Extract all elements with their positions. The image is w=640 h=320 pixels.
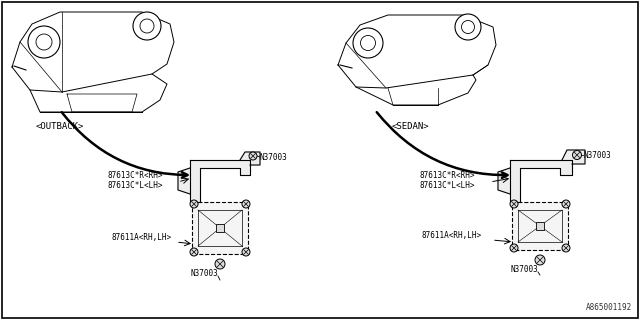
Bar	[536, 222, 544, 230]
Circle shape	[190, 200, 198, 208]
Text: 87613C*R<RH>: 87613C*R<RH>	[108, 171, 163, 180]
Circle shape	[353, 28, 383, 58]
Text: A865001192: A865001192	[586, 303, 632, 312]
Circle shape	[562, 244, 570, 252]
Circle shape	[133, 12, 161, 40]
Text: <OUTBACK>: <OUTBACK>	[36, 122, 84, 131]
Circle shape	[190, 248, 198, 256]
Circle shape	[242, 248, 250, 256]
Circle shape	[249, 152, 257, 160]
Text: 87613C*L<LH>: 87613C*L<LH>	[420, 181, 476, 190]
Circle shape	[573, 150, 582, 159]
Circle shape	[562, 200, 570, 208]
Circle shape	[215, 259, 225, 269]
Circle shape	[510, 244, 518, 252]
Polygon shape	[562, 150, 585, 164]
Circle shape	[535, 255, 545, 265]
Polygon shape	[510, 160, 572, 202]
Text: 87613C*L<LH>: 87613C*L<LH>	[108, 181, 163, 190]
Polygon shape	[178, 168, 190, 194]
Polygon shape	[498, 168, 510, 194]
Circle shape	[455, 14, 481, 40]
Bar	[192, 202, 248, 254]
Circle shape	[510, 200, 518, 208]
Text: N37003: N37003	[260, 153, 288, 162]
Text: N37003: N37003	[583, 150, 611, 159]
Text: 87611A<RH,LH>: 87611A<RH,LH>	[112, 233, 172, 242]
Text: 87613C*R<RH>: 87613C*R<RH>	[420, 171, 476, 180]
Bar	[216, 224, 224, 232]
Text: <SEDAN>: <SEDAN>	[391, 122, 429, 131]
Text: 87611A<RH,LH>: 87611A<RH,LH>	[422, 231, 482, 240]
Bar	[512, 202, 568, 250]
Text: N37003: N37003	[510, 265, 538, 274]
Circle shape	[242, 200, 250, 208]
Circle shape	[28, 26, 60, 58]
Text: N37003: N37003	[190, 269, 218, 278]
Polygon shape	[240, 152, 260, 165]
Polygon shape	[190, 160, 250, 202]
